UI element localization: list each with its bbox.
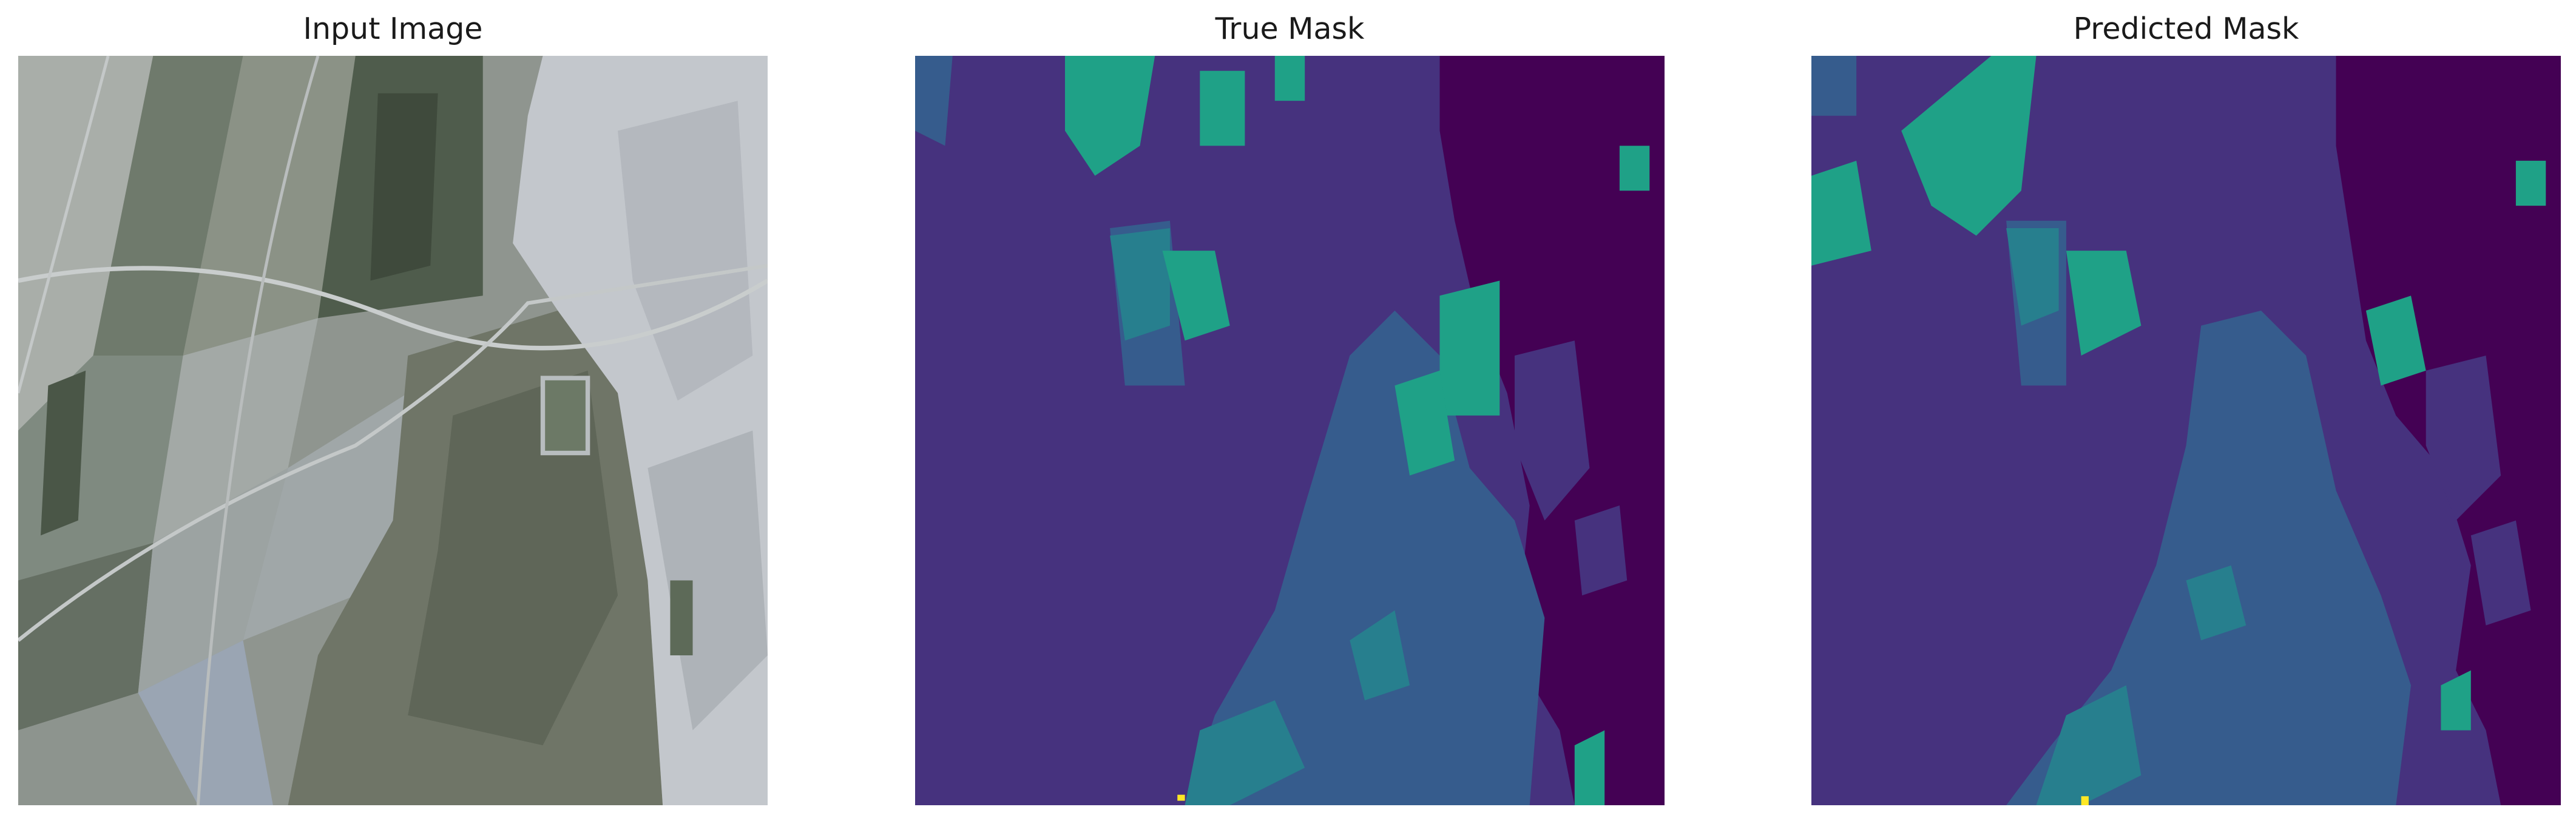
true-mask-image — [915, 56, 1665, 805]
panel-title-predicted-mask: Predicted Mask — [2073, 12, 2299, 46]
panel-title-input-image: Input Image — [303, 12, 483, 46]
panel-title-true-mask: True Mask — [1215, 12, 1365, 46]
input-image — [18, 56, 768, 805]
predicted-mask-image — [1811, 56, 2561, 805]
